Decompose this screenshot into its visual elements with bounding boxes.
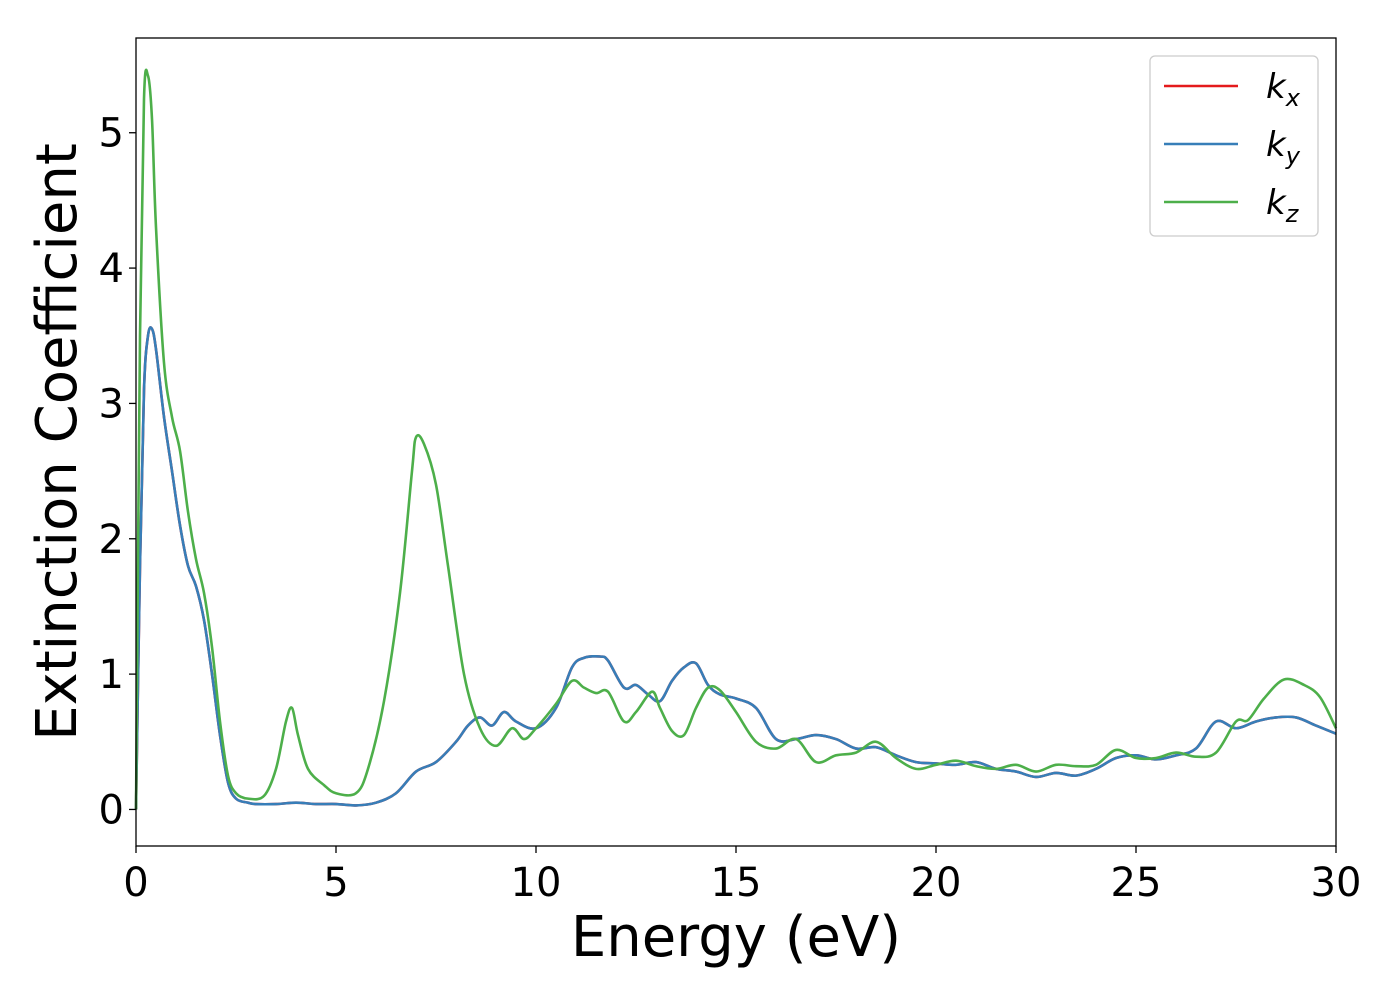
y-tick-label: 1 <box>99 652 124 698</box>
y-axis-title: Extinction Coefficient <box>25 143 90 741</box>
x-tick-label: 0 <box>123 860 148 906</box>
x-axis-title: Energy (eV) <box>571 905 901 970</box>
x-tick-label: 30 <box>1311 860 1362 906</box>
legend-label-ky: ky <box>1266 125 1301 170</box>
x-tick-label: 10 <box>511 860 562 906</box>
x-tick-label: 5 <box>323 860 348 906</box>
legend-items: kx ky kz <box>1164 67 1301 228</box>
y-tick-label: 3 <box>99 381 124 427</box>
y-tick-label: 4 <box>99 246 124 292</box>
series-layer <box>134 68 1338 810</box>
legend-label-kx: kx <box>1266 67 1301 112</box>
x-tick-label: 20 <box>911 860 962 906</box>
ticks-layer: 0 5 10 15 20 25 30 0 1 2 3 4 5 <box>99 111 1362 906</box>
x-tick-label: 15 <box>711 860 762 906</box>
plot-frame <box>135 37 1337 847</box>
y-tick-label: 2 <box>99 517 124 563</box>
y-tick-label: 5 <box>99 111 124 157</box>
legend: kx ky kz <box>1149 55 1319 237</box>
legend-label-kz: kz <box>1266 183 1300 228</box>
y-tick-label: 0 <box>99 787 124 833</box>
series-line-ky <box>134 326 1337 810</box>
series-line-kz <box>134 68 1338 810</box>
x-tick-label: 25 <box>1111 860 1162 906</box>
legend-box <box>1149 55 1319 237</box>
